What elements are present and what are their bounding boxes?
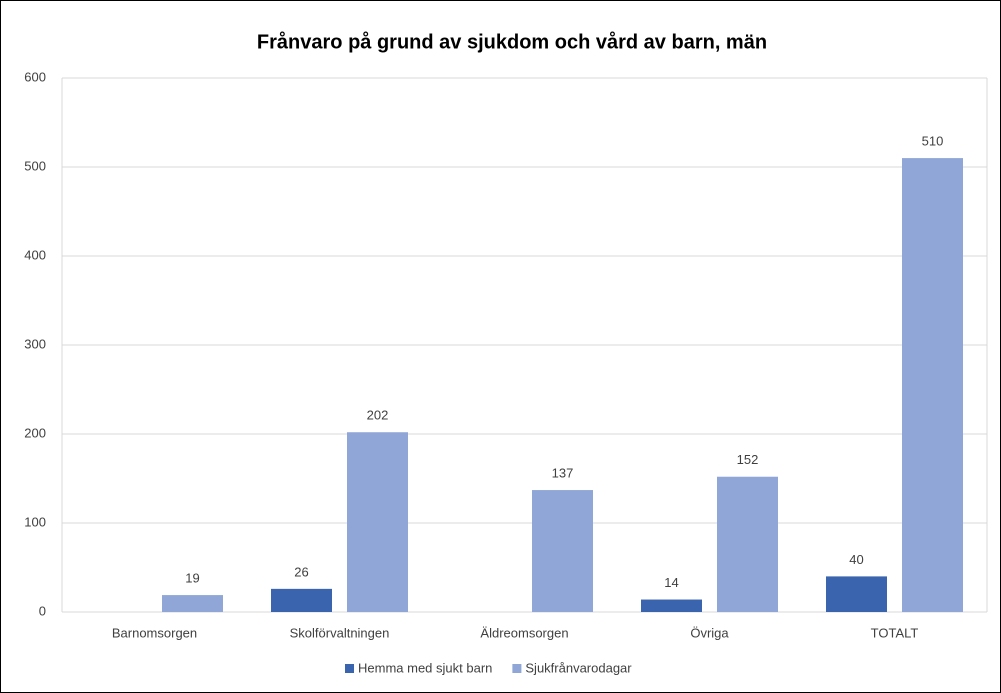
y-tick-label: 100 xyxy=(24,514,46,529)
bar xyxy=(641,599,702,612)
bar xyxy=(902,158,963,612)
bar xyxy=(271,588,332,612)
data-label: 19 xyxy=(185,571,199,586)
legend-label: Hemma med sjukt barn xyxy=(358,660,492,675)
x-tick-label: Övriga xyxy=(690,625,729,640)
data-label: 510 xyxy=(922,134,944,149)
bar xyxy=(162,595,223,612)
bar xyxy=(347,432,408,612)
data-label: 137 xyxy=(552,466,574,481)
x-tick-label: Skolförvaltningen xyxy=(290,625,390,640)
y-tick-label: 200 xyxy=(24,425,46,440)
x-tick-label: TOTALT xyxy=(871,625,919,640)
y-tick-label: 400 xyxy=(24,247,46,262)
bar xyxy=(717,476,778,612)
bar xyxy=(532,490,593,612)
legend-swatch xyxy=(512,664,522,673)
x-tick-label: Barnomsorgen xyxy=(112,625,197,640)
data-label: 26 xyxy=(294,564,308,579)
y-tick-label: 600 xyxy=(24,69,46,84)
bar xyxy=(826,576,887,612)
legend-swatch xyxy=(345,664,354,673)
data-label: 202 xyxy=(367,408,389,423)
legend-label: Sjukfrånvarodagar xyxy=(525,660,632,675)
data-label: 152 xyxy=(737,452,759,467)
y-tick-label: 300 xyxy=(24,336,46,351)
data-label: 14 xyxy=(664,575,678,590)
data-label: 40 xyxy=(849,552,863,567)
y-tick-label: 0 xyxy=(39,603,46,618)
y-tick-label: 500 xyxy=(24,158,46,173)
chart-title: Frånvaro på grund av sjukdom och vård av… xyxy=(257,30,767,53)
x-tick-label: Äldreomsorgen xyxy=(480,625,568,640)
